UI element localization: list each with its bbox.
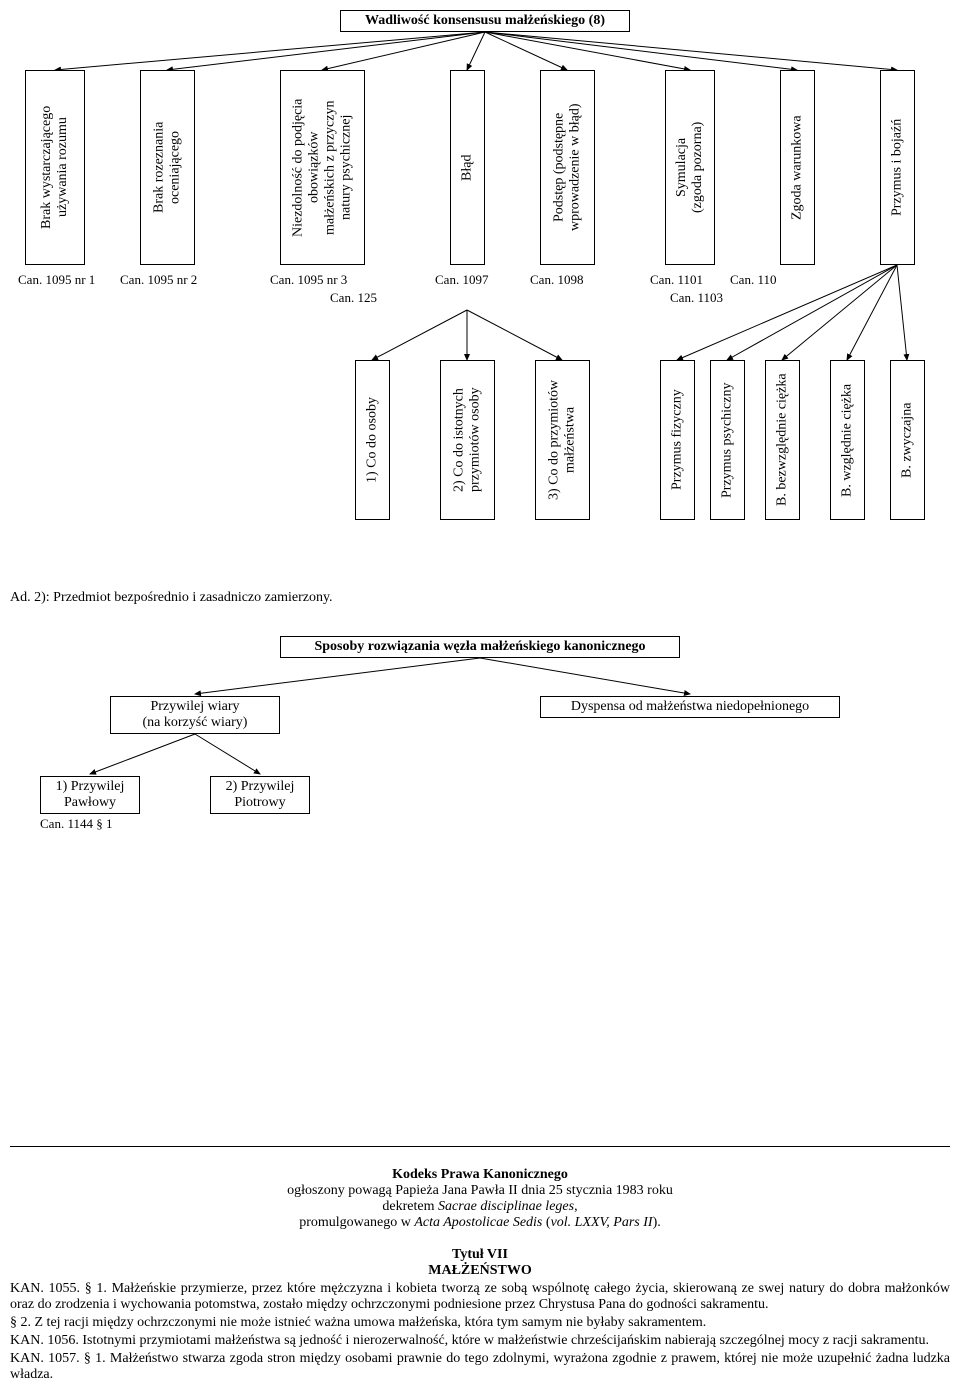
diagram2-root: Sposoby rozwiązania węzła małżeńskiego k… [280, 636, 680, 658]
diagram1-note: Ad. 2): Przedmiot bezpośrednio i zasadni… [10, 590, 950, 606]
prose-p3: KAN. 1056. Istotnymi przymiotami małżeńs… [10, 1333, 950, 1349]
diagram1-top-node-4: Podstęp (podstępne wprowadzenie w błąd) [540, 70, 595, 265]
prose-line4e: ). [653, 1215, 661, 1230]
diagram1-can-label-2: Can. 1095 nr 3 [270, 272, 347, 288]
diagram1-top-node-6: Zgoda warunkowa [780, 70, 815, 265]
prose-line3c: , [574, 1199, 578, 1214]
diagram2-bottom-right: 2) Przywilej Piotrowy [210, 776, 310, 814]
diagram1-top-node-3: Błąd [450, 70, 485, 265]
prose-line4a: promulgowanego w [299, 1215, 414, 1230]
diagram2-connectors [10, 636, 950, 866]
diagram1-bottom-node-7: B. zwyczajna [890, 360, 925, 520]
diagram2-bottom-left: 1) Przywilej Pawłowy [40, 776, 140, 814]
diagram2-bl-2: Pawłowy [64, 795, 116, 810]
diagram1-can-label-4: Can. 1098 [530, 272, 583, 288]
diagram-1: Wadliwość konsensusu małżeńskiego (8) Br… [10, 10, 950, 570]
diagram2-bl-1: 1) Przywilej [56, 779, 125, 794]
diagram1-bottom-node-6: B. względnie ciężka [830, 360, 865, 520]
diagram2-br-2: Piotrowy [234, 795, 285, 810]
diagram1-can-label-0: Can. 1095 nr 1 [18, 272, 95, 288]
diagram1-can-label-6: Can. 110 [730, 272, 776, 288]
diagram1-bottom-node-2: 3) Co do przymiotów małżeństwa [535, 360, 590, 520]
diagram1-can-label-5: Can. 1101 [650, 272, 703, 288]
prose-line2: ogłoszony powagą Papieża Jana Pawła II d… [10, 1183, 950, 1199]
diagram1-top-node-2: Niezdolność do podjęcia obowiązków małże… [280, 70, 365, 265]
prose-title-sub: MAŁŻEŃSTWO [10, 1263, 950, 1279]
diagram1-top-node-5: Symulacja (zgoda pozorna) [665, 70, 715, 265]
prose-heading: Kodeks Prawa Kanonicznego [10, 1167, 950, 1183]
diagram1-can-label-7: Can. 125 [330, 290, 377, 306]
diagram1-top-node-1: Brak rozeznania oceniającego [140, 70, 195, 265]
prose-section: Kodeks Prawa Kanonicznego ogłoszony powa… [10, 1146, 950, 1383]
prose-line3b: Sacrae disciplinae leges [438, 1199, 574, 1214]
prose-line4b: Acta Apostolicae Sedis [414, 1215, 542, 1230]
diagram1-bottom-node-5: B. bezwzględnie ciężka [765, 360, 800, 520]
diagram1-top-node-7: Przymus i bojaźń [880, 70, 915, 265]
diagram1-bottom-node-3: Przymus fizyczny [660, 360, 695, 520]
prose-line3a: dekretem [382, 1199, 438, 1214]
diagram2-mid-left-2: (na korzyść wiary) [143, 715, 248, 730]
prose-p4: KAN. 1057. § 1. Małżeństwo stwarza zgoda… [10, 1351, 950, 1383]
diagram1-top-node-0: Brak wystarczającego używania rozumu [25, 70, 85, 265]
diagram2-mid-left: Przywilej wiary (na korzyść wiary) [110, 696, 280, 734]
prose-line3: dekretem Sacrae disciplinae leges, [10, 1199, 950, 1215]
prose-p1: KAN. 1055. § 1. Małżeńskie przymierze, p… [10, 1281, 950, 1313]
diagram1-can-label-1: Can. 1095 nr 2 [120, 272, 197, 288]
prose-p2: § 2. Z tej racji między ochrzczonymi nie… [10, 1315, 950, 1331]
prose-line4: promulgowanego w Acta Apostolicae Sedis … [10, 1215, 950, 1231]
diagram1-can-label-3: Can. 1097 [435, 272, 488, 288]
diagram1-can-label-8: Can. 1103 [670, 290, 723, 306]
prose-title7: Tytuł VII [10, 1247, 950, 1263]
diagram2-br-1: 2) Przywilej [226, 779, 295, 794]
diagram2-bl-can: Can. 1144 § 1 [40, 816, 112, 832]
diagram1-bottom-node-1: 2) Co do istotnych przymiotów osoby [440, 360, 495, 520]
diagram-2: Sposoby rozwiązania węzła małżeńskiego k… [10, 636, 950, 866]
prose-line4d: vol. LXXV, Pars II [551, 1215, 653, 1230]
prose-line4c: ( [542, 1215, 550, 1230]
diagram1-bottom-node-4: Przymus psychiczny [710, 360, 745, 520]
diagram2-mid-right: Dyspensa od małżeństwa niedopełnionego [540, 696, 840, 718]
diagram1-bottom-node-0: 1) Co do osoby [355, 360, 390, 520]
diagram1-root: Wadliwość konsensusu małżeńskiego (8) [340, 10, 630, 32]
diagram2-mid-left-1: Przywilej wiary [150, 699, 239, 714]
